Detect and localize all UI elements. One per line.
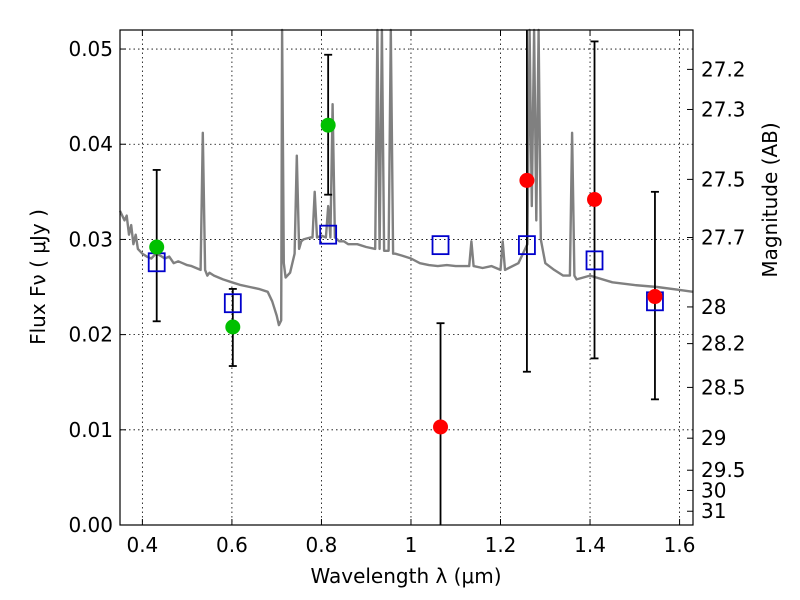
data-point bbox=[587, 191, 603, 207]
y-tick-label: 0.01 bbox=[68, 418, 113, 442]
data-point bbox=[225, 319, 241, 335]
right-tick-label: 27.7 bbox=[701, 226, 746, 250]
x-tick-label: 1.2 bbox=[485, 533, 517, 557]
x-tick-label: 1.4 bbox=[574, 533, 606, 557]
data-point bbox=[320, 117, 336, 133]
data-point bbox=[519, 172, 535, 188]
right-tick-label: 28.2 bbox=[701, 332, 746, 356]
axis-tick-labels: 0.4 0.6 0.8 1 1.2 1.4 1.6 0.00 0.01 0.02 0.03 0.04 0… bbox=[68, 37, 745, 557]
y-tick-label: 0.02 bbox=[68, 323, 113, 347]
y-tick-label: 0.04 bbox=[68, 132, 113, 156]
right-tick-label: 31 bbox=[701, 499, 726, 523]
x-tick-label: 1 bbox=[405, 533, 418, 557]
model-square bbox=[431, 235, 450, 256]
y-tick-label: 0.05 bbox=[68, 37, 113, 61]
data-point bbox=[647, 289, 663, 305]
x-tick-label: 0.6 bbox=[216, 533, 248, 557]
square-markers bbox=[147, 224, 664, 314]
right-tick-label: 28.5 bbox=[701, 375, 746, 399]
right-tick-label: 27.2 bbox=[701, 57, 746, 81]
data-point bbox=[433, 419, 449, 435]
model-square bbox=[319, 224, 338, 245]
right-axis-label: Magnitude (AB) bbox=[758, 122, 782, 277]
y-tick-label: 0.00 bbox=[68, 513, 113, 537]
circle-markers bbox=[149, 117, 663, 435]
y-axis-label: Flux Fν ( μJy ) bbox=[26, 209, 50, 345]
data-point bbox=[149, 239, 165, 255]
right-tick-label: 29 bbox=[701, 426, 726, 450]
grid-lines bbox=[120, 30, 693, 526]
model-square bbox=[585, 250, 604, 271]
right-tick-label: 27.3 bbox=[701, 97, 746, 121]
right-tick-label: 27.5 bbox=[701, 167, 746, 191]
x-axis-label: Wavelength λ (μm) bbox=[310, 564, 501, 588]
x-tick-label: 0.4 bbox=[126, 533, 158, 557]
model-square bbox=[518, 235, 536, 256]
axis-ticks bbox=[120, 30, 693, 526]
x-tick-label: 0.8 bbox=[306, 533, 338, 557]
plot-frame bbox=[119, 29, 694, 526]
right-tick-label: 29.5 bbox=[701, 458, 746, 482]
right-tick-label: 28 bbox=[701, 295, 726, 319]
y-tick-label: 0.03 bbox=[68, 227, 113, 251]
x-tick-label: 1.6 bbox=[664, 533, 696, 557]
spectrum-line bbox=[118, 28, 694, 327]
right-tick-label: 30 bbox=[701, 478, 726, 502]
model-square bbox=[223, 293, 242, 314]
spectrum-path bbox=[118, 28, 694, 327]
